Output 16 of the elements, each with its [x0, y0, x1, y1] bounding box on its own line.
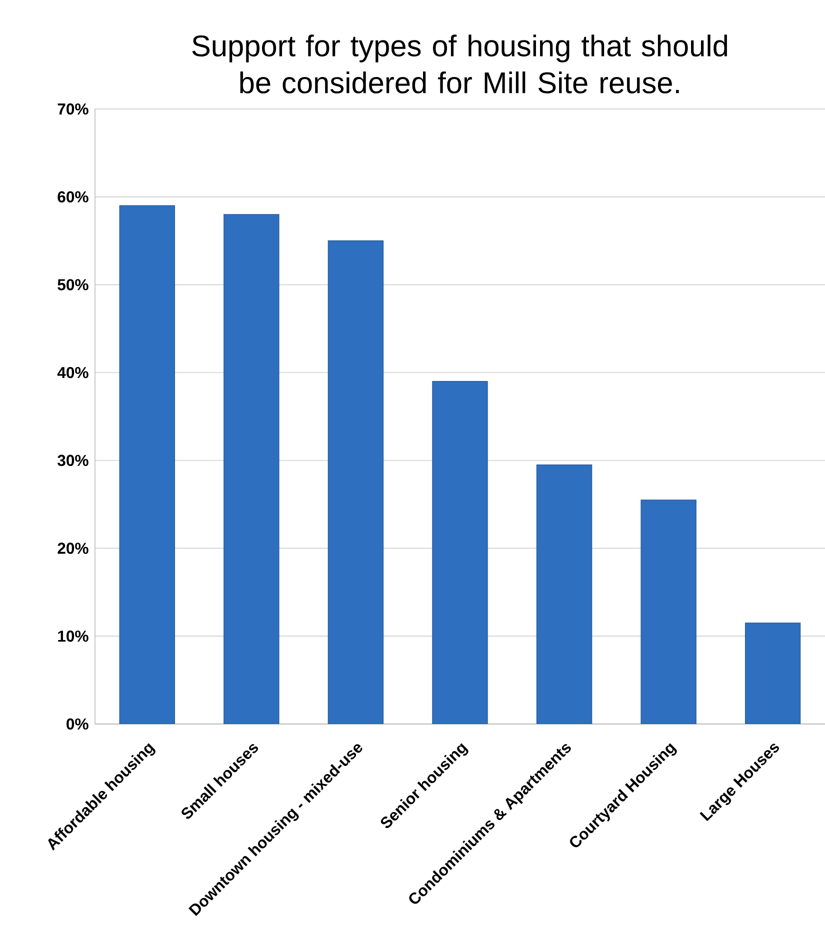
bar: [119, 205, 175, 724]
y-tick-label: 30%: [57, 454, 88, 466]
y-tick-label: 0%: [66, 718, 88, 730]
y-tick-label: 60%: [58, 191, 88, 202]
bar: [432, 381, 488, 724]
y-tick-label: 40%: [57, 366, 88, 378]
y-tick-label: 70%: [58, 103, 88, 115]
y-tick-label: 50%: [58, 279, 88, 290]
chart-title: Support for types of housing that should be considered for Mill Site reuse.: [192, 34, 728, 94]
y-tick-label: 20%: [58, 542, 88, 554]
bar: [640, 500, 696, 724]
y-tick-label: 10%: [58, 630, 88, 642]
bar: [536, 464, 592, 724]
bar: [328, 240, 384, 724]
bar: [224, 214, 280, 724]
bar: [744, 622, 801, 724]
